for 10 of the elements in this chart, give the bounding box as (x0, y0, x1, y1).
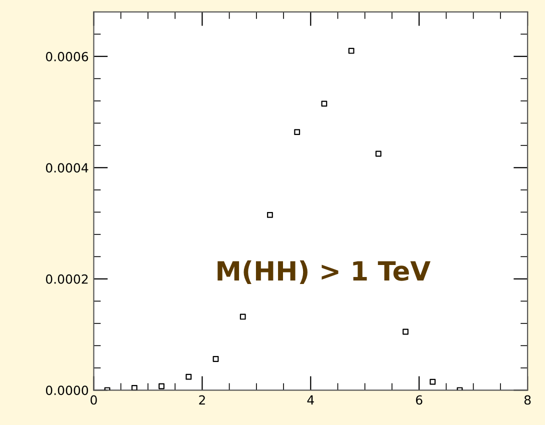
x-tick-label: 4 (307, 395, 314, 405)
y-tick-label: 0.0000 (46, 386, 88, 396)
y-tick-label: 0.0004 (46, 163, 88, 173)
x-tick-label: 2 (199, 395, 205, 405)
x-tick-label: 6 (416, 395, 422, 405)
annotation: M(HH) > 1 TeV (218, 260, 430, 284)
y-tick-label: 0.0006 (46, 52, 88, 62)
x-tick-label: 0 (90, 395, 97, 405)
x-tick-label: 8 (524, 395, 531, 405)
y-tick-label: 0.0002 (46, 274, 88, 284)
